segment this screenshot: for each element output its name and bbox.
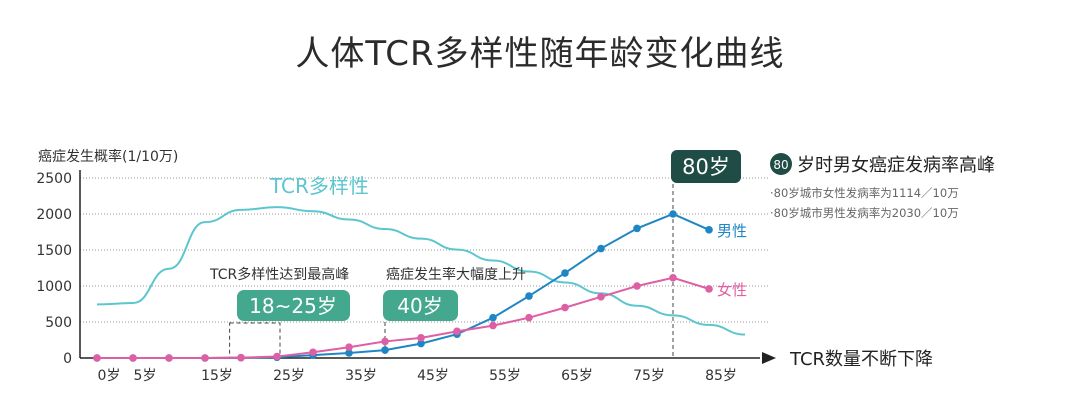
x-axis-arrow-label: TCR数量不断下降 (789, 349, 933, 370)
series-point-男性-80 (669, 210, 677, 218)
peak-note-female: ·80岁城市女性发病率为1114／10万 (770, 186, 959, 200)
series-point-女性-10 (165, 354, 173, 362)
series-point-男性-45 (417, 339, 425, 348)
series-point-男性-75 (633, 224, 641, 233)
annotation-span-box (229, 322, 281, 359)
series-point-女性-45 (417, 334, 425, 342)
series-point-男性-40 (381, 346, 389, 354)
x-tick-15: 15岁 (201, 368, 233, 384)
series-label-女性: 女性 (717, 281, 747, 299)
annotation-badge-18-25-text: 18~25岁 (249, 294, 337, 318)
series-point-女性-50 (453, 327, 461, 336)
grid-lines (80, 177, 770, 323)
peak-badge-text: 80岁 (682, 155, 730, 179)
series-point-女性-55 (489, 321, 497, 330)
x-tick-75: 75岁 (633, 368, 665, 384)
y-tick-labels: 0 500 1000 1500 2000 2500 (36, 171, 72, 367)
x-tick-25: 25岁 (273, 368, 305, 384)
series-point-女性-25 (273, 352, 281, 361)
annotation-badge-40-text: 40岁 (397, 294, 442, 318)
y-tick-0: 0 (63, 351, 72, 367)
series-point-女性-5 (129, 354, 137, 362)
x-tick-85: 85岁 (705, 368, 737, 384)
series-point-女性-0 (93, 354, 101, 362)
x-tick-65: 65岁 (561, 368, 593, 384)
tcr-diversity-label: TCR多样性 (269, 174, 369, 198)
series-point-男性-35 (345, 349, 353, 357)
series-point-男性-70 (597, 244, 605, 253)
tcr-diversity-curve (96, 206, 746, 336)
series-point-男性-65 (561, 269, 569, 277)
series-point-女性-80 (669, 273, 677, 282)
series-point-女性-30 (309, 348, 317, 357)
y-tick-1000: 1000 (36, 279, 72, 295)
peak-circle-text: 80 (773, 158, 788, 172)
series-point-女性-40 (381, 337, 389, 346)
y-tick-500: 500 (45, 315, 72, 331)
series-point-女性-20 (237, 353, 245, 362)
y-tick-2000: 2000 (36, 207, 72, 223)
x-tick-0: 0岁 (98, 368, 121, 384)
series-point-女性-85 (705, 285, 713, 293)
peak-badge (671, 150, 741, 183)
annotation-cancer-rise-text: 癌症发生率大幅度上升 (386, 266, 526, 283)
y-tick-2500: 2500 (36, 171, 72, 187)
chart-title: 人体TCR多样性随年龄变化曲线 (295, 34, 785, 74)
x-tick-labels: 0岁 5岁 15岁 25岁 35岁 45岁 55岁 65岁 75岁 85岁 (98, 368, 737, 384)
peak-circle-icon (770, 153, 792, 175)
series-point-女性-35 (345, 343, 353, 352)
x-tick-45: 45岁 (417, 368, 449, 384)
y-tick-1500: 1500 (36, 243, 72, 259)
series-point-男性-85 (705, 226, 713, 234)
series-point-女性-60 (525, 313, 533, 322)
series-line-女性 (97, 276, 710, 359)
x-axis-arrowhead (762, 352, 776, 364)
annotation-peak-diversity-text: TCR多样性达到最高峰 (209, 266, 349, 283)
annotation-badge-18-25 (237, 290, 350, 321)
series-point-女性-15 (201, 354, 209, 362)
series-point-女性-75 (633, 282, 641, 290)
series-point-男性-55 (489, 313, 497, 322)
series-point-男性-60 (525, 292, 533, 300)
peak-heading: 岁时男女癌症发病率高峰 (797, 155, 995, 176)
series-label-男性: 男性 (717, 222, 747, 240)
series-point-女性-70 (597, 293, 605, 301)
x-tick-5: 5岁 (134, 368, 157, 384)
peak-note-male: ·80岁城市男性发病率为2030／10万 (770, 206, 959, 220)
annotation-badge-40 (383, 290, 458, 321)
x-tick-35: 35岁 (345, 368, 377, 384)
x-tick-55: 55岁 (489, 368, 521, 384)
y-axis-label: 癌症发生概率(1/10万) (38, 148, 178, 165)
series-point-女性-65 (561, 303, 569, 312)
